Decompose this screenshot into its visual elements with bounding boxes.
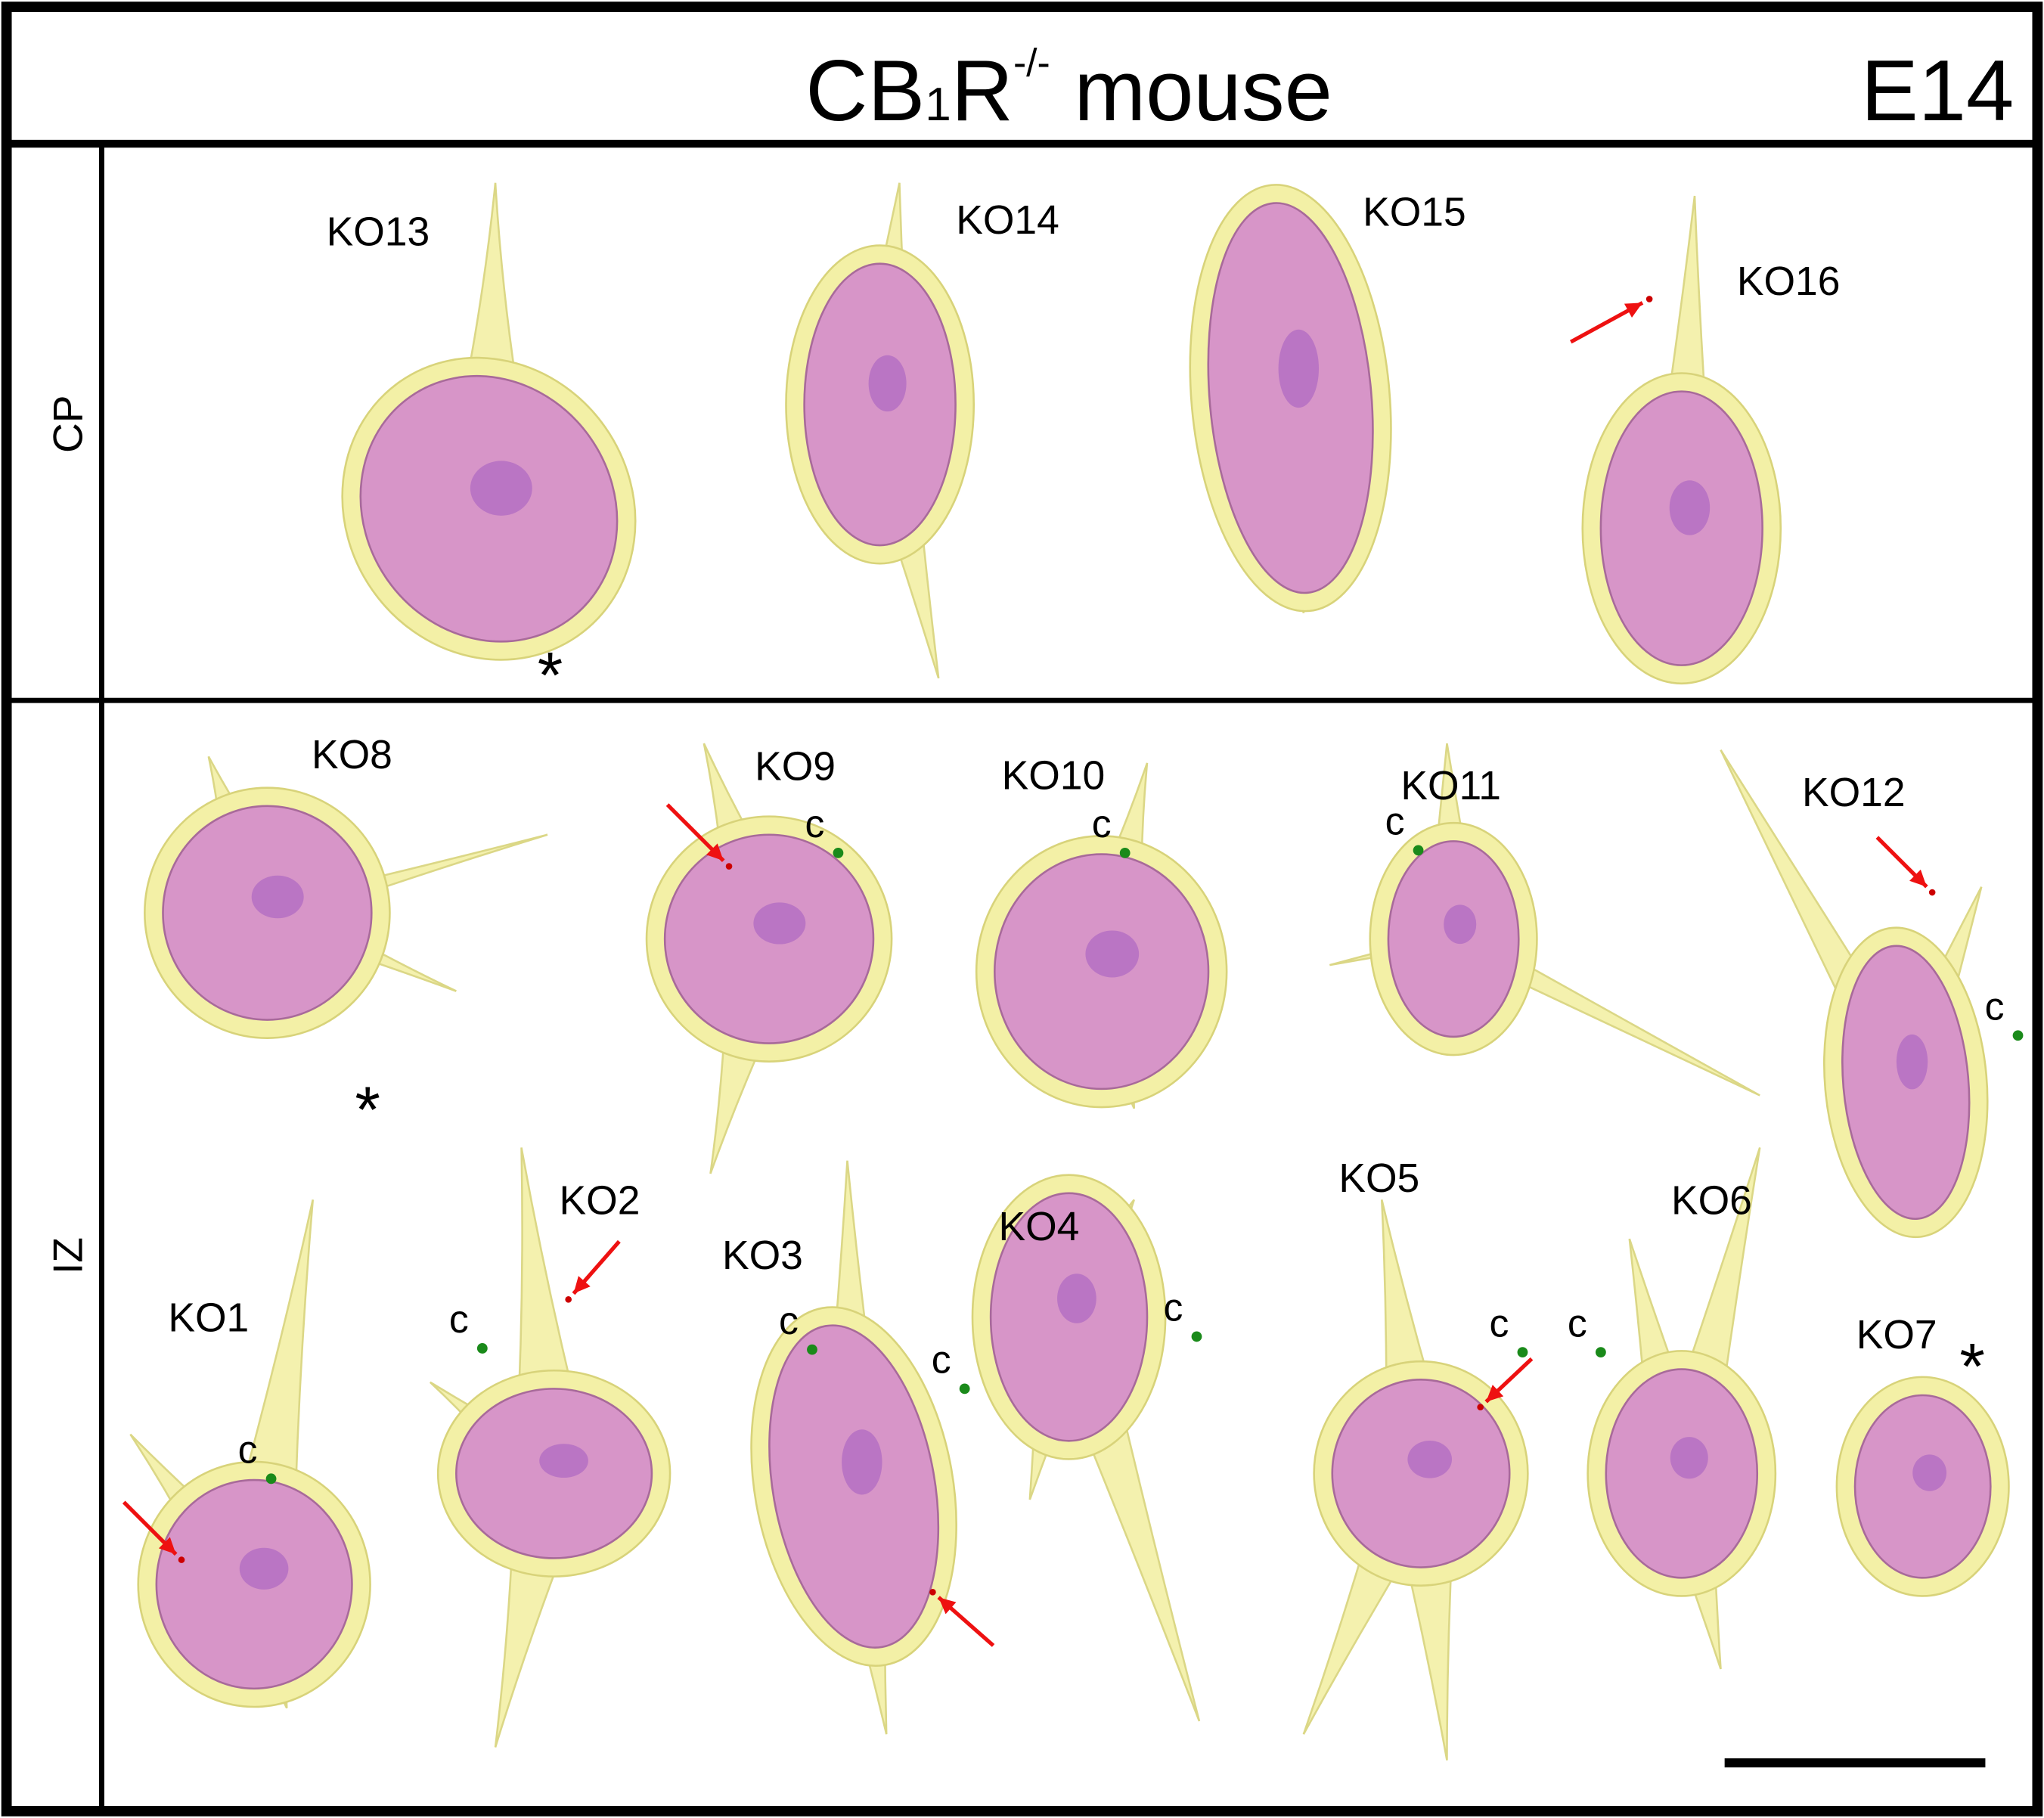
- centriole: [1517, 1347, 1528, 1358]
- nucleus-fold: [1057, 1274, 1096, 1323]
- cell-label: KO2: [560, 1178, 640, 1223]
- title-part: R: [951, 43, 1013, 139]
- cilium-dot: [565, 1296, 572, 1303]
- cilium-dot: [1928, 889, 1936, 896]
- cell-label: KO8: [312, 733, 392, 777]
- cell-label: KO12: [1802, 771, 1906, 815]
- arrow-head: [573, 1276, 591, 1294]
- nucleus-fold: [470, 461, 532, 516]
- cell-label: KO4: [998, 1205, 1079, 1249]
- centriole: [833, 847, 844, 858]
- cell-label: KO14: [956, 198, 1059, 243]
- centriole-label: c: [1568, 1301, 1587, 1345]
- centriole-label: c: [238, 1428, 258, 1472]
- nucleus-fold: [1444, 904, 1477, 945]
- cell-label: KO13: [327, 210, 430, 255]
- cell-label: KO16: [1737, 259, 1841, 304]
- centriole: [1119, 847, 1131, 858]
- nucleus-fold: [842, 1429, 882, 1495]
- row-label: IZ: [45, 1237, 91, 1274]
- cell-label: KO10: [1002, 753, 1106, 798]
- nucleus-fold: [868, 355, 907, 412]
- arrow-head: [158, 1537, 176, 1555]
- centriole-label: c: [1490, 1301, 1509, 1345]
- nucleus-fold: [1896, 1034, 1928, 1090]
- centriole-label: c: [932, 1338, 951, 1382]
- centriole: [1191, 1331, 1202, 1342]
- centriole-label: c: [1092, 802, 1112, 845]
- cilium-dot: [1645, 296, 1653, 302]
- stage-label: E14: [1861, 43, 2014, 139]
- centriole-label: c: [805, 802, 824, 845]
- arrow-head: [1909, 869, 1927, 887]
- centriole: [1595, 1347, 1606, 1358]
- centriole: [1413, 845, 1424, 856]
- centriole: [807, 1344, 817, 1355]
- title-part: mouse: [1050, 43, 1332, 139]
- cell-label: KO5: [1338, 1156, 1419, 1201]
- centriole-label: c: [779, 1298, 799, 1342]
- title-subscript: 1: [925, 79, 951, 131]
- cilium-dot: [929, 1589, 936, 1596]
- cell-label: KO3: [722, 1233, 803, 1278]
- centriole-label: c: [449, 1297, 469, 1341]
- centriole: [959, 1383, 970, 1395]
- nucleus-fold: [1278, 329, 1320, 408]
- cell-label: KO7: [1856, 1313, 1937, 1357]
- cell-label: KO9: [755, 744, 836, 789]
- arrow-head: [1486, 1385, 1504, 1402]
- row-label: CP: [45, 395, 91, 453]
- nucleus-fold: [1912, 1454, 1947, 1491]
- arrow-head: [706, 843, 724, 861]
- cilium-dot: [1477, 1404, 1484, 1411]
- asterisk: *: [1959, 1330, 1985, 1403]
- nucleus-fold: [539, 1444, 588, 1478]
- cilium-dot: [725, 863, 733, 870]
- nucleus-fold: [1670, 1437, 1708, 1479]
- centriole: [2012, 1030, 2024, 1041]
- nucleus-fold: [251, 875, 304, 919]
- cell-label: KO11: [1400, 764, 1501, 808]
- nucleus-fold: [239, 1547, 289, 1590]
- cilium-dot: [178, 1556, 185, 1563]
- title-superscript: -/-: [1013, 40, 1050, 84]
- cell-label: KO1: [168, 1296, 249, 1341]
- cell-label: KO6: [1671, 1178, 1752, 1223]
- arrow-head: [1624, 302, 1643, 318]
- title-part: CB: [805, 43, 925, 139]
- asterisk: *: [355, 1074, 380, 1146]
- figure-title: CB1R-/- mouse: [805, 40, 1332, 139]
- nucleus-fold: [753, 902, 806, 945]
- nucleus-fold: [1407, 1440, 1453, 1478]
- cell-label: KO15: [1363, 191, 1466, 235]
- centriole-label: c: [1985, 985, 2005, 1028]
- nucleus-fold: [1669, 480, 1711, 535]
- centriole-label: c: [1385, 799, 1405, 843]
- arrow-head: [938, 1597, 957, 1615]
- centriole-label: c: [1164, 1286, 1183, 1329]
- centriole: [265, 1473, 277, 1484]
- nucleus-fold: [1085, 930, 1140, 978]
- asterisk: *: [538, 640, 563, 712]
- centriole: [476, 1343, 488, 1354]
